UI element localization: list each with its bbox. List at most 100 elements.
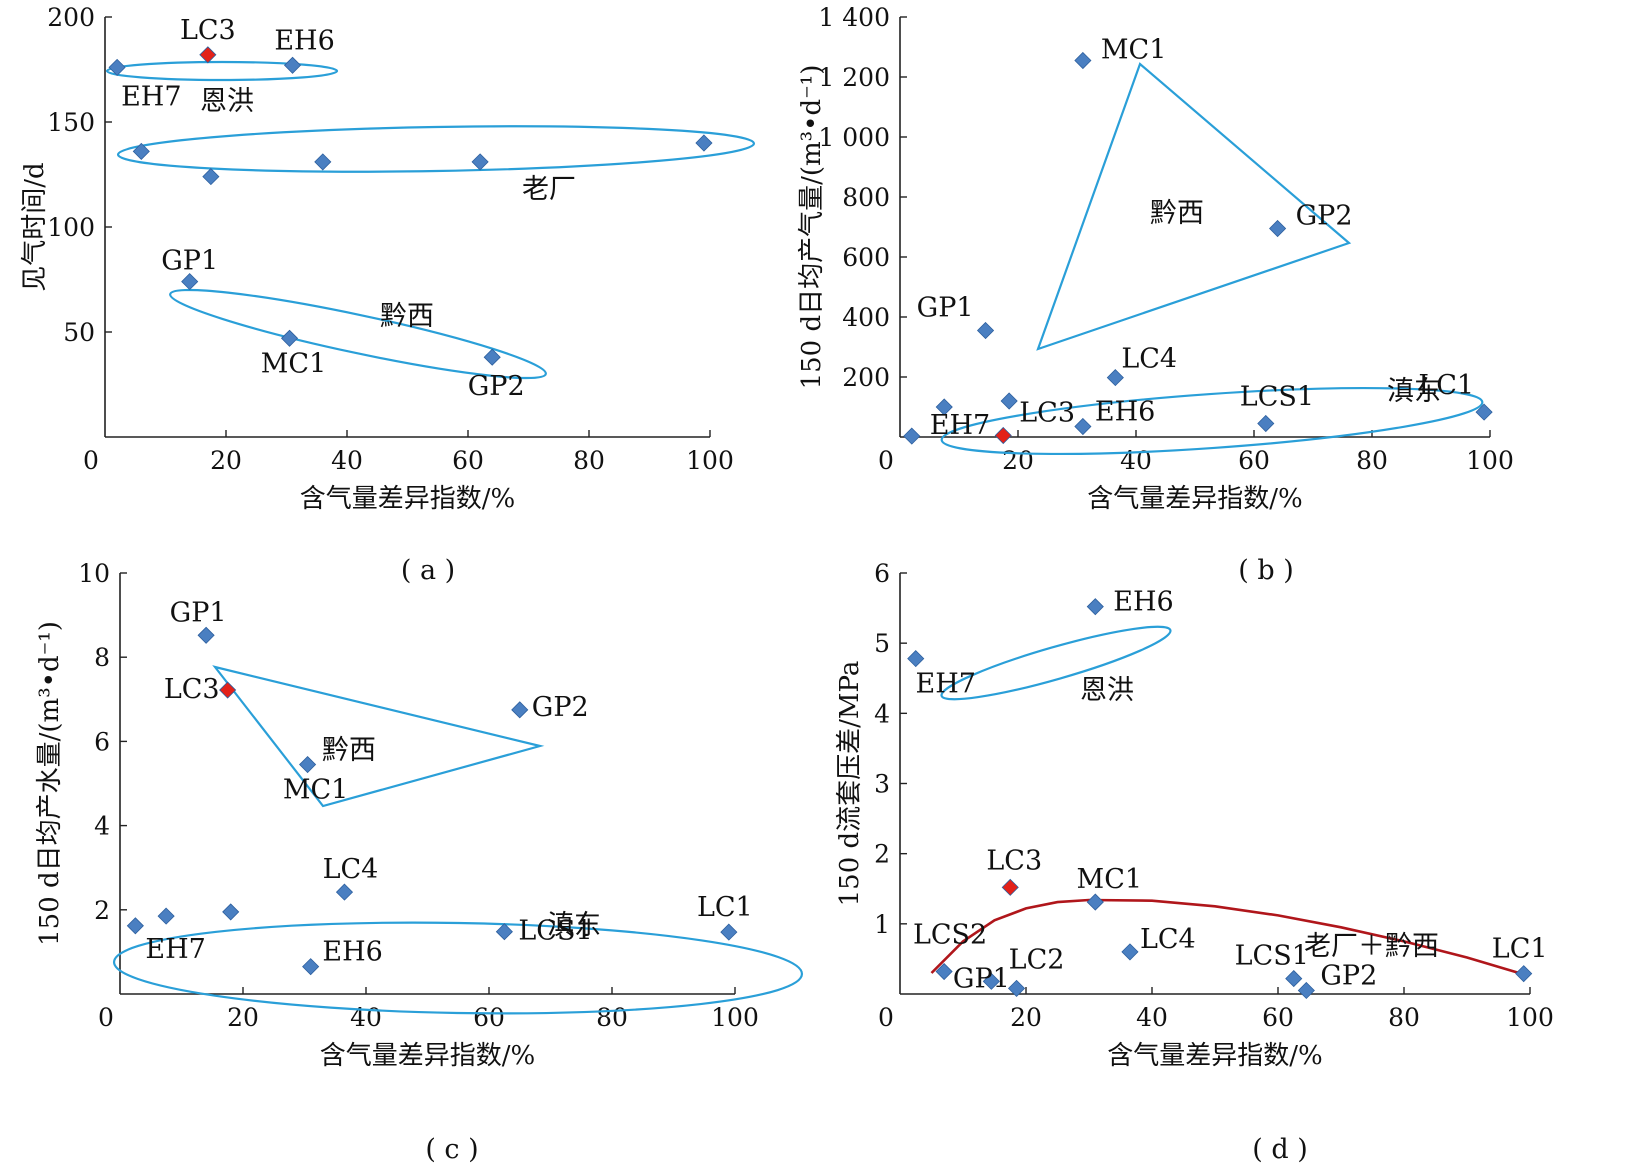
data-point-b-gp1 [976, 321, 995, 340]
point-label-b-gp1: GP1 [917, 293, 974, 324]
data-point-c-gp1 [197, 626, 215, 644]
x-tick-label-a: 60 [452, 446, 484, 475]
y-tick-label-a: 150 [47, 108, 95, 137]
x-axis-title-c: 含气量差异指数/% [320, 1041, 535, 1071]
y-tick-label-c: 2 [94, 896, 110, 925]
y-tick-label-b: 600 [842, 243, 890, 272]
x-tick-label-c: 40 [350, 1003, 382, 1032]
data-point-b-lcs1 [1257, 414, 1275, 433]
y-axis-title-d: 150 d流套压差/MPa [835, 661, 865, 907]
caption-c: ( c ) [425, 1134, 478, 1165]
data-point-d-lc2 [1007, 979, 1026, 997]
panel-a: 0 20 40 60 80 100 50 100 150 200 含气量差异指数/% 见气时间/d E… [20, 3, 756, 586]
y-tick-label-b: 400 [842, 303, 890, 332]
group-label-qianxi-c: 黔西 [322, 735, 376, 766]
caption-b: ( b ) [1238, 555, 1294, 586]
y-tick-label-d: 6 [874, 559, 890, 588]
point-label-c-lc4: LC4 [323, 854, 379, 885]
x-tick-label-a: 0 [83, 446, 99, 475]
y-tick-label-d: 3 [874, 770, 890, 799]
panel-d: 0 20 40 60 80 100 1 2 3 4 5 6 含气量差异指数/% 150 d流套压差/MPa… [835, 559, 1554, 1165]
y-tick-label-c: 10 [78, 559, 110, 588]
x-tick-label-d: 20 [1010, 1003, 1042, 1032]
point-label-d-eh6: EH6 [1113, 587, 1173, 618]
point-label-b-lcs1: LCS1 [1240, 382, 1314, 413]
y-axis-title-b: 150 d日均产气量/(m³•d⁻¹) [797, 65, 827, 390]
group-label-diandong-b: 滇东 [1387, 376, 1441, 407]
y-tick-label-a: 50 [63, 318, 95, 347]
group-qianxi-triangle-c [212, 665, 545, 808]
y-tick-label-b: 800 [842, 183, 890, 212]
data-point-c-lcs1 [495, 923, 513, 941]
point-label-b-eh7: EH7 [930, 410, 990, 441]
y-tick-label-b: 1 400 [818, 3, 890, 32]
data-point-a [132, 142, 150, 160]
data-point-a-gp2 [483, 348, 501, 366]
y-axis-title-a: 见气时间/d [20, 162, 50, 291]
panel-c-points: GP1 LC3 GP2 MC1 LC4 EH7 LCS1 LC1 EH6 [126, 597, 753, 976]
point-label-b-lc3: LC3 [1019, 398, 1075, 429]
panel-c-axes: 0 20 40 60 80 100 2 4 6 8 10 含气量差异指数/% 150 d日均产水量/(m… [35, 559, 759, 1071]
data-point-d-lcs2 [935, 962, 953, 981]
point-label-a-lc3: LC3 [180, 15, 236, 46]
y-tick-label-a: 100 [47, 213, 95, 242]
point-label-b-lc4: LC4 [1121, 344, 1177, 375]
data-point-b-lc3 [994, 426, 1012, 445]
point-label-d-gp2: GP2 [1320, 960, 1377, 991]
data-point-b-eh7 [903, 427, 921, 445]
data-point-a-eh7 [108, 58, 126, 76]
y-tick-label-d: 4 [874, 699, 890, 728]
point-label-a-gp1: GP1 [161, 246, 218, 277]
data-point-d-gp2 [1297, 981, 1315, 1000]
data-point-c-mc1 [299, 755, 317, 774]
point-label-a-gp2: GP2 [468, 371, 525, 402]
data-point-d-eh6 [1086, 598, 1104, 616]
x-axis-title-a: 含气量差异指数/% [300, 484, 515, 514]
data-point-b-gp2 [1269, 219, 1287, 238]
y-tick-label-b: 1 200 [818, 63, 890, 92]
data-point-b-eh6 [1074, 417, 1092, 436]
panel-b-axes: 0 20 40 60 80 100 200 400 600 800 1 000 1 200 1 400 含… [797, 3, 1514, 514]
panel-b-points: MC1 GP2 GP1 LC4 LC1 LCS1 EH6 LC3 EH7 [903, 35, 1493, 445]
point-label-d-eh7: EH7 [916, 669, 976, 700]
group-enhong-enclosure-a [105, 60, 339, 82]
y-tick-label-d: 5 [874, 629, 890, 658]
x-axis-title-d: 含气量差异指数/% [1107, 1041, 1322, 1071]
y-tick-label-a: 200 [47, 3, 95, 32]
x-tick-label-b: 20 [1002, 446, 1034, 475]
point-label-c-eh7: EH7 [145, 934, 205, 965]
point-label-d-lc4: LC4 [1140, 924, 1196, 955]
data-point-d-mc1 [1086, 893, 1104, 911]
x-tick-label-b: 80 [1356, 446, 1388, 475]
data-point-c-eh6 [302, 958, 320, 976]
point-label-b-eh6: EH6 [1095, 397, 1155, 428]
point-label-c-lc1: LC1 [697, 892, 753, 923]
point-label-d-mc1: MC1 [1077, 864, 1142, 895]
point-label-a-eh7: EH7 [121, 81, 181, 112]
data-point-b [935, 398, 953, 416]
data-point-b-lc1 [1475, 403, 1493, 421]
data-point-c-gp2 [511, 701, 529, 719]
point-label-b-gp2: GP2 [1296, 201, 1353, 232]
x-axis-title-b: 含气量差异指数/% [1087, 484, 1302, 514]
data-point-a [695, 134, 713, 152]
y-tick-label-b: 200 [842, 363, 890, 392]
data-point-c-lc3 [219, 681, 237, 699]
panel-a-points: EH7 LC3 EH6 GP1 MC1 GP2 [108, 15, 713, 402]
group-laochang-enclosure-a [116, 125, 756, 173]
caption-a: ( a ) [401, 555, 455, 586]
panel-c: 0 20 40 60 80 100 2 4 6 8 10 含气量差异指数/% 150 d日均产水量/(m… [35, 559, 804, 1165]
x-tick-label-d: 60 [1262, 1003, 1294, 1032]
data-point-b-lc4 [1106, 369, 1124, 387]
x-tick-label-a: 100 [686, 446, 734, 475]
group-label-laochang-a: 老厂 [522, 174, 576, 205]
group-qianxi-triangle-b [1036, 62, 1352, 351]
x-tick-label-b: 60 [1238, 446, 1270, 475]
x-tick-label-c: 100 [711, 1003, 759, 1032]
trend-label-d: 老厂＋黔西 [1304, 931, 1439, 962]
x-tick-label-d: 80 [1388, 1003, 1420, 1032]
x-tick-label-c: 20 [227, 1003, 259, 1032]
data-point-c-lc1 [720, 923, 738, 941]
data-point-a-mc1 [280, 329, 299, 347]
